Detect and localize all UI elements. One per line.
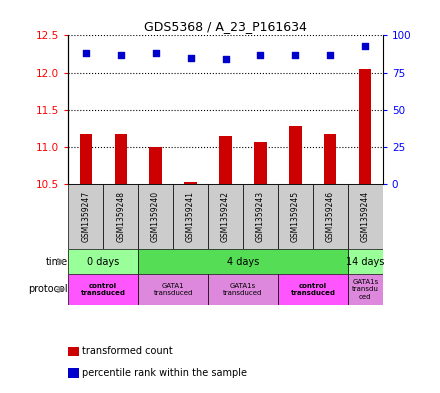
Bar xyxy=(348,249,383,274)
Text: GATA1s
transduced: GATA1s transduced xyxy=(223,283,263,296)
Text: control
transduced: control transduced xyxy=(81,283,126,296)
Point xyxy=(327,51,334,58)
Point xyxy=(152,50,159,56)
Text: time: time xyxy=(46,257,68,266)
Bar xyxy=(348,274,383,305)
Text: 14 days: 14 days xyxy=(346,257,385,266)
Point xyxy=(362,42,369,49)
Bar xyxy=(324,134,337,184)
Text: GSM1359245: GSM1359245 xyxy=(291,191,300,242)
Bar xyxy=(80,134,92,184)
Bar xyxy=(138,274,208,305)
Text: GSM1359247: GSM1359247 xyxy=(81,191,90,242)
Title: GDS5368 / A_23_P161634: GDS5368 / A_23_P161634 xyxy=(144,20,307,33)
Bar xyxy=(68,184,103,249)
Text: GSM1359243: GSM1359243 xyxy=(256,191,265,242)
Text: protocol: protocol xyxy=(29,285,68,294)
Text: 4 days: 4 days xyxy=(227,257,259,266)
Point xyxy=(82,50,89,56)
Bar xyxy=(254,142,267,184)
Bar xyxy=(138,184,173,249)
Bar xyxy=(68,274,138,305)
Bar xyxy=(278,274,348,305)
Text: 0 days: 0 days xyxy=(87,257,119,266)
Bar xyxy=(208,274,278,305)
Point xyxy=(222,56,229,62)
Bar xyxy=(68,249,138,274)
Bar xyxy=(103,184,138,249)
Bar xyxy=(208,184,243,249)
Text: GSM1359248: GSM1359248 xyxy=(116,191,125,242)
Bar xyxy=(114,134,127,184)
Text: control
transduced: control transduced xyxy=(290,283,335,296)
Text: GATA1s
transdu
ced: GATA1s transdu ced xyxy=(352,279,379,300)
Text: GSM1359244: GSM1359244 xyxy=(361,191,370,242)
Bar xyxy=(184,182,197,184)
Bar xyxy=(173,184,208,249)
Text: GSM1359246: GSM1359246 xyxy=(326,191,335,242)
Text: percentile rank within the sample: percentile rank within the sample xyxy=(82,368,247,378)
Bar xyxy=(220,136,231,184)
Point xyxy=(187,55,194,61)
Bar xyxy=(348,184,383,249)
Bar xyxy=(289,126,301,184)
Bar xyxy=(150,147,162,184)
Text: GATA1
transduced: GATA1 transduced xyxy=(154,283,193,296)
Point xyxy=(292,51,299,58)
Text: transformed count: transformed count xyxy=(82,346,173,356)
Bar xyxy=(138,249,348,274)
Point xyxy=(257,51,264,58)
Bar xyxy=(243,184,278,249)
Text: GSM1359241: GSM1359241 xyxy=(186,191,195,242)
Bar xyxy=(313,184,348,249)
Bar xyxy=(278,184,313,249)
Text: GSM1359240: GSM1359240 xyxy=(151,191,160,242)
Point xyxy=(117,51,124,58)
Bar xyxy=(359,69,371,184)
Text: GSM1359242: GSM1359242 xyxy=(221,191,230,242)
